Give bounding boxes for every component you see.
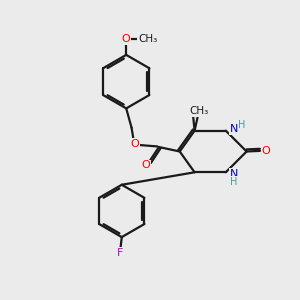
Text: CH₃: CH₃	[138, 34, 157, 44]
Text: O: O	[122, 34, 130, 44]
Text: O: O	[141, 160, 150, 170]
Text: N: N	[230, 124, 238, 134]
Text: O: O	[262, 146, 270, 156]
Text: O: O	[130, 139, 139, 149]
Text: H: H	[238, 120, 246, 130]
Text: CH₃: CH₃	[189, 106, 209, 116]
Text: F: F	[117, 248, 124, 258]
Text: H: H	[230, 177, 238, 187]
Text: N: N	[230, 169, 238, 179]
